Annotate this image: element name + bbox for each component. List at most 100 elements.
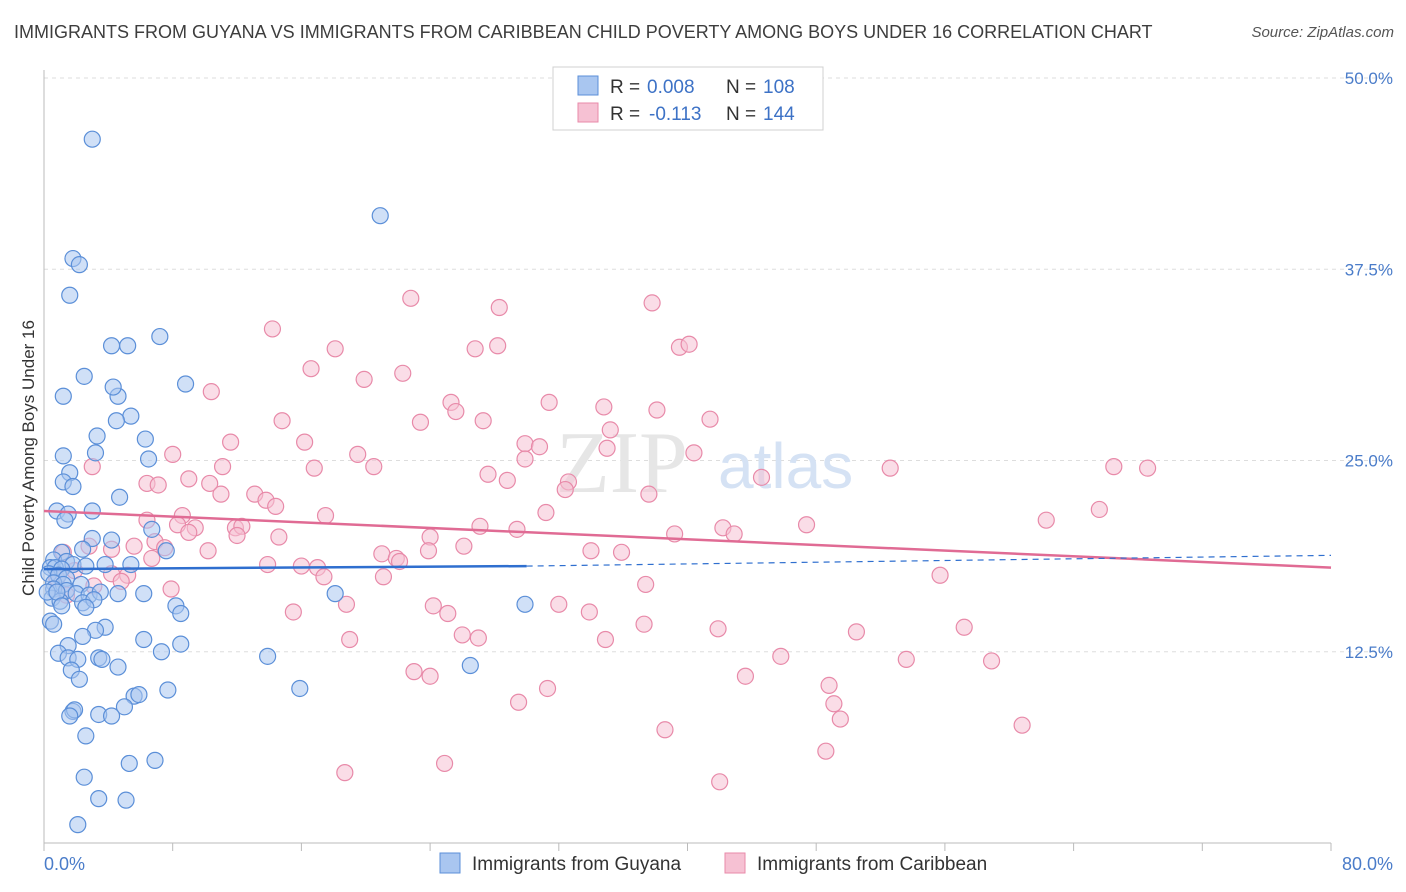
- caribbean-point: [516, 450, 534, 468]
- caribbean-point: [349, 445, 367, 463]
- x-tick-label-min: 0.0%: [44, 854, 85, 874]
- caribbean-point: [439, 604, 457, 623]
- guyana-point: [93, 650, 111, 669]
- caribbean-point: [125, 537, 143, 555]
- caribbean-point: [270, 528, 288, 546]
- caribbean-point: [302, 360, 320, 378]
- caribbean-point: [797, 516, 816, 534]
- caribbean-point: [643, 294, 661, 312]
- legend-swatch-guyana: [577, 75, 599, 96]
- guyana-point: [74, 627, 92, 646]
- guyana-point: [61, 707, 79, 725]
- guyana-point: [90, 790, 108, 808]
- caribbean-point: [656, 721, 674, 739]
- legend-r-value-caribbean: -0.113: [649, 104, 701, 125]
- caribbean-point: [424, 597, 442, 615]
- series-legend: Immigrants from Guyana Immigrants from C…: [439, 852, 987, 875]
- source-note: Source: ZipAtlas.com: [1251, 24, 1394, 41]
- caribbean-point: [180, 523, 198, 542]
- caribbean-point: [326, 340, 344, 358]
- caribbean-point: [405, 663, 423, 681]
- guyana-point: [88, 427, 106, 445]
- guyana-point: [122, 407, 140, 425]
- guyana-point: [86, 444, 105, 462]
- caribbean-point: [212, 485, 230, 503]
- caribbean-point: [149, 476, 167, 494]
- caribbean-point: [516, 435, 534, 453]
- legend-r-label-guyana: R =: [610, 77, 640, 98]
- chart-title: IMMIGRANTS FROM GUYANA VS IMMIGRANTS FRO…: [14, 22, 1153, 42]
- guyana-point: [70, 256, 88, 274]
- caribbean-point: [259, 555, 277, 574]
- guyana-point: [107, 412, 125, 430]
- guyana-point: [109, 658, 127, 676]
- y-tick-label: 25.0%: [1345, 452, 1393, 471]
- caribbean-point: [817, 742, 835, 760]
- caribbean-point: [447, 402, 465, 421]
- caribbean-points: [48, 289, 1157, 791]
- guyana-point: [74, 540, 92, 558]
- caribbean-point: [598, 439, 616, 457]
- caribbean-point: [164, 445, 182, 463]
- guyana-point: [115, 698, 134, 716]
- caribbean-point: [635, 615, 653, 633]
- guyana-point: [371, 207, 389, 225]
- caribbean-point: [537, 503, 555, 522]
- guyana-point: [102, 707, 121, 725]
- caribbean-point: [556, 480, 574, 499]
- caribbean-trend-line: [43, 509, 1332, 569]
- guyana-point: [461, 656, 479, 675]
- x-axis-ticks: [43, 843, 1332, 851]
- caribbean-point: [736, 667, 755, 685]
- caribbean-point: [725, 525, 743, 543]
- correlation-legend: R = 0.008 N = 108 R = -0.113 N = 144: [552, 66, 824, 131]
- guyana-point: [75, 768, 93, 786]
- caribbean-point: [341, 630, 359, 649]
- caribbean-point: [263, 320, 282, 338]
- caribbean-point: [508, 520, 526, 538]
- guyana-point: [135, 585, 153, 603]
- caribbean-point: [1105, 458, 1123, 476]
- caribbean-point: [471, 517, 489, 535]
- caribbean-point: [466, 340, 484, 358]
- guyana-point: [54, 447, 72, 465]
- caribbean-point: [162, 580, 180, 598]
- caribbean-point: [180, 470, 198, 488]
- caribbean-point: [648, 401, 666, 419]
- bottom-legend-swatch-guyana: [439, 852, 461, 874]
- watermark-atlas: atlas: [718, 430, 853, 502]
- guyana-point: [146, 751, 164, 769]
- guyana-point: [83, 502, 101, 520]
- guyana-point: [102, 337, 121, 355]
- legend-n-label-caribbean: N =: [726, 104, 756, 125]
- guyana-point: [291, 679, 309, 698]
- watermark-zip: ZIP: [556, 415, 688, 512]
- guyana-point: [152, 643, 171, 661]
- caribbean-point: [955, 618, 973, 636]
- guyana-point: [54, 387, 72, 405]
- caribbean-point: [509, 693, 528, 711]
- legend-swatch-caribbean: [577, 102, 599, 123]
- x-tick-label-max: 80.0%: [1342, 854, 1393, 874]
- guyana-point: [136, 430, 154, 448]
- caribbean-point: [419, 542, 438, 560]
- y-tick-label: 37.5%: [1345, 260, 1393, 279]
- guyana-point: [143, 520, 161, 538]
- guyana-point: [56, 511, 74, 529]
- caribbean-point: [296, 433, 314, 451]
- guyana-point: [61, 286, 79, 304]
- caribbean-point: [580, 603, 598, 621]
- caribbean-point: [365, 458, 383, 476]
- guyana-point: [135, 630, 153, 649]
- bottom-legend-label-guyana: Immigrants from Guyana: [472, 854, 681, 875]
- legend-r-value-guyana: 0.008: [647, 77, 695, 98]
- caribbean-point: [498, 471, 516, 489]
- caribbean-point: [201, 474, 219, 493]
- y-axis-label: Child Poverty Among Boys Under 16: [19, 320, 38, 596]
- caribbean-point: [582, 542, 600, 560]
- caribbean-point: [284, 603, 302, 621]
- y-tick-label: 50.0%: [1345, 69, 1393, 88]
- guyana-point: [117, 791, 135, 809]
- guyana-point: [516, 595, 534, 613]
